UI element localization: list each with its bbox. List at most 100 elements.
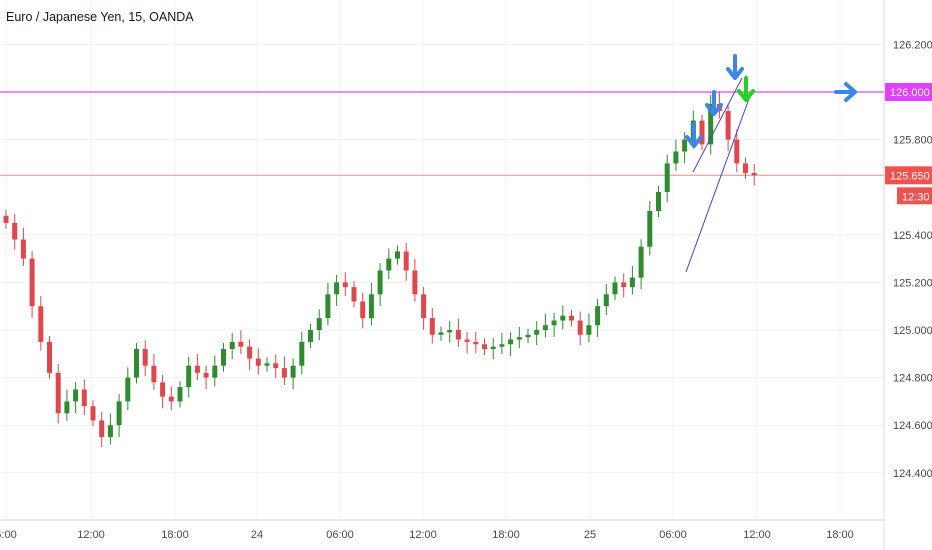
candle-body <box>490 346 496 350</box>
candle-body <box>612 282 618 295</box>
arrow-head <box>685 135 703 148</box>
candle-body <box>325 294 331 319</box>
candle-body <box>403 251 409 271</box>
candle-body <box>29 258 35 307</box>
candle-body <box>708 103 714 145</box>
candle-body <box>64 401 70 414</box>
arrow-down-icon <box>705 90 723 116</box>
candle-body <box>308 330 313 342</box>
candle-body <box>429 318 435 335</box>
candle-body <box>455 330 461 340</box>
candle-body <box>221 349 226 366</box>
time-tick-label: 18:00 <box>161 529 189 541</box>
candle-body <box>386 258 392 271</box>
candle-body <box>55 372 61 414</box>
time-tick-label: 06:00 <box>326 529 354 541</box>
price-axis[interactable]: 126.200 125.800 125.400 125.200 125.000 124.8… <box>893 39 932 479</box>
candle-body <box>377 270 383 295</box>
arrow-head <box>844 82 857 102</box>
candle-body <box>656 191 661 211</box>
candle-body <box>421 294 427 319</box>
time-tick-label: 6:00 <box>0 529 17 541</box>
time-tick-label: 18:00 <box>826 529 854 541</box>
channel-upper-line <box>692 77 743 173</box>
candle-body <box>247 346 253 359</box>
candle-body <box>525 334 531 338</box>
candle-body <box>569 315 574 321</box>
candle-body <box>342 282 348 288</box>
candle-body <box>542 325 548 330</box>
candle-body <box>81 389 87 407</box>
candle-body <box>621 282 627 288</box>
grid <box>0 0 884 520</box>
candle-body <box>3 215 9 223</box>
candle-body <box>47 341 52 373</box>
candle-body <box>12 222 18 240</box>
candle-body <box>629 277 635 288</box>
candle-body <box>664 163 670 192</box>
candle-body <box>142 349 148 366</box>
candle-body <box>751 172 757 176</box>
time-axis[interactable]: 6:00 12:00 18:00 24 06:00 12:00 18:00 25 06:00 12… <box>0 529 854 541</box>
horizontal-lines <box>0 91 884 176</box>
arrow-head <box>705 103 723 116</box>
candle-body <box>168 396 174 402</box>
price-tick-label: 125.000 <box>893 325 932 337</box>
candle-body <box>229 341 235 350</box>
candle-body <box>160 382 166 397</box>
price-tick-label: 125.400 <box>893 230 932 242</box>
candle-body <box>438 332 444 335</box>
annotations <box>685 54 857 273</box>
price-tick-label: 126.200 <box>893 39 932 51</box>
candle-body <box>290 365 296 378</box>
price-tick-label: 124.800 <box>893 373 932 385</box>
candle-body <box>603 294 609 307</box>
resistance-price-tag-bg <box>885 83 932 101</box>
candle-body <box>134 349 139 378</box>
candle-body <box>551 320 557 326</box>
candle-body <box>508 339 514 345</box>
candle-body <box>238 341 244 347</box>
candle-body <box>151 365 157 383</box>
candle-body <box>299 341 305 366</box>
candle-body <box>699 120 705 145</box>
arrow-head <box>737 89 755 102</box>
resistance-price-tag: 126.000 <box>890 87 930 99</box>
candle-body <box>264 363 270 366</box>
time-tick-label: 12:00 <box>743 529 771 541</box>
candle-body <box>360 301 366 319</box>
candle-body <box>560 315 566 321</box>
candle-body <box>647 211 653 247</box>
candle-body <box>107 425 113 438</box>
candle-body <box>534 330 540 335</box>
candle-body <box>595 306 601 326</box>
candle-body <box>464 339 470 342</box>
candle-body <box>473 341 479 345</box>
price-tags: 126.000 125.650 12:30 <box>885 83 932 205</box>
price-tick-label: 125.200 <box>893 277 932 289</box>
arrow-head <box>726 67 744 80</box>
candle-body <box>334 282 340 295</box>
candle-body <box>412 270 418 295</box>
candle-body <box>734 139 740 164</box>
chart-title: Euro / Japanese Yen, 15, OANDA <box>6 10 194 24</box>
candle-body <box>116 401 122 426</box>
countdown-tag: 12:30 <box>902 191 930 203</box>
candle-body <box>38 306 44 342</box>
candle-body <box>99 420 105 438</box>
candle-body <box>203 372 209 378</box>
candles <box>3 92 757 448</box>
time-tick-label: 12:00 <box>77 529 105 541</box>
candle-body <box>90 406 96 421</box>
candle-body <box>447 330 453 333</box>
time-tick-label: 12:00 <box>409 529 437 541</box>
candle-body <box>682 139 688 152</box>
last-price-tag-bg <box>885 166 932 185</box>
candle-body <box>482 344 487 350</box>
price-tick-label: 124.400 <box>893 468 932 480</box>
candle-body <box>125 377 131 402</box>
price-tick-label: 125.800 <box>893 135 932 147</box>
candle-body <box>725 111 731 140</box>
candle-body <box>351 287 357 302</box>
